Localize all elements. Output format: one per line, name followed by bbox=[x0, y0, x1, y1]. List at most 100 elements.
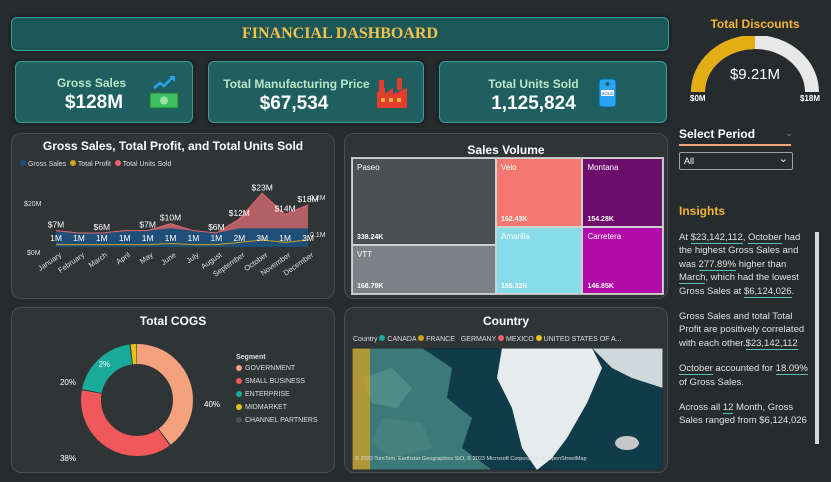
cogs-panel: Total COGS 40% 38% 20% 2% Segment GOVERNMEN… bbox=[11, 307, 335, 473]
page-title: FINANCIAL DASHBOARD bbox=[241, 25, 439, 42]
kpi-manufacturing-label: Total Manufacturing Price bbox=[223, 77, 370, 91]
period-select[interactable]: All ⌄ bbox=[679, 152, 793, 170]
treemap-tile-paseo[interactable]: Paseo 338.24K bbox=[352, 158, 496, 246]
insights-text: At $23,142,112, October had the highest … bbox=[679, 231, 811, 440]
kpi-gross-sales-label: Gross Sales bbox=[56, 76, 127, 90]
legend-item-gross-sales[interactable]: Gross Sales bbox=[20, 160, 66, 168]
discounts-gauge: Total Discounts $9.21M $0M $18M bbox=[682, 14, 828, 110]
treemap-tile-value: 154.28K bbox=[587, 216, 614, 224]
data-label-gross-sales: $7M bbox=[139, 220, 156, 230]
data-label-units-sold: 1M bbox=[210, 233, 222, 243]
gauge-arc bbox=[691, 36, 819, 93]
sales-chart-title: Gross Sales, Total Profit, and Total Uni… bbox=[42, 139, 304, 153]
treemap-tile-value: 162.43K bbox=[500, 216, 528, 224]
treemap-tile-value: 168.79K bbox=[357, 282, 384, 290]
treemap-tile-montana[interactable]: Montana 154.28K bbox=[582, 158, 663, 228]
legend-item-total-profit[interactable]: Total Profit bbox=[70, 160, 111, 168]
map-title: Country bbox=[483, 314, 529, 328]
y2-axis-tick-bottom: 0.1M bbox=[310, 232, 326, 239]
insights-scrollbar[interactable] bbox=[815, 232, 819, 444]
data-label-units-sold: 1M bbox=[165, 233, 177, 243]
data-label-gross-sales: $18M bbox=[297, 194, 318, 204]
cogs-legend-item[interactable]: ENTERPRISE bbox=[236, 391, 318, 398]
treemap-tile-label: Velo bbox=[500, 163, 517, 172]
kpi-manufacturing-value: $67,534 bbox=[259, 93, 329, 114]
insights-title: Insights bbox=[679, 204, 726, 218]
treemap-tile-amarilla[interactable]: Amarilla 155.32K bbox=[495, 227, 583, 294]
map-legend-mexico[interactable]: MEXICO bbox=[498, 335, 534, 343]
data-label-units-sold: 1M bbox=[96, 233, 108, 243]
map-legend-canada[interactable]: CANADA bbox=[379, 335, 416, 343]
data-label-units-sold: 1M bbox=[119, 233, 131, 243]
country-map-panel: Country Country CANADA FRANCE GERMANY ME… bbox=[344, 307, 668, 473]
donut-slice-government bbox=[81, 344, 193, 456]
data-label-gross-sales: $6M bbox=[208, 222, 225, 232]
x-tick-label: June bbox=[159, 250, 177, 267]
insight-1: At $23,142,112, October had the highest … bbox=[679, 232, 801, 298]
period-slicer: Select Period ⌄ All ⌄ bbox=[679, 127, 797, 172]
legend-dot bbox=[236, 365, 242, 372]
donut-data-label: 20% bbox=[60, 378, 76, 387]
data-label-units-sold: 1M bbox=[50, 233, 62, 243]
cogs-legend-item[interactable]: GOVERNMENT bbox=[236, 365, 318, 372]
money-icon bbox=[149, 76, 179, 109]
map-attribution: © 2023 TomTom, Earthstar Geographics SIO… bbox=[355, 456, 587, 462]
data-label-units-sold: 1M bbox=[142, 233, 154, 243]
price-tag-icon: SOLD bbox=[598, 78, 617, 108]
x-tick-label: April bbox=[114, 250, 132, 266]
x-tick-label: July bbox=[185, 250, 201, 265]
kpi-gross-sales-value: $128M bbox=[64, 92, 124, 113]
satellite-map[interactable] bbox=[352, 348, 663, 470]
period-label: Select Period bbox=[679, 127, 756, 141]
svg-text:SOLD: SOLD bbox=[601, 91, 614, 96]
period-selected-value: All bbox=[684, 156, 695, 166]
legend-item-units-sold[interactable]: Total Units Sold bbox=[114, 160, 171, 168]
treemap-tile-label: Paseo bbox=[357, 163, 380, 172]
legend-text: GOVERNMENT bbox=[245, 365, 296, 372]
map-legend-germany[interactable]: GERMANY bbox=[460, 336, 497, 343]
cogs-legend-title: Segment bbox=[236, 354, 266, 361]
period-label-underline bbox=[679, 144, 791, 146]
y-axis-tick-bottom: $0M bbox=[27, 250, 41, 257]
series-line-total-profit bbox=[56, 239, 309, 246]
treemap-tile-vtt[interactable]: VTT 168.79K bbox=[352, 245, 496, 294]
legend-dot bbox=[236, 391, 242, 398]
map-legend-label: Country bbox=[353, 336, 378, 343]
cogs-legend-item[interactable]: SMALL BUSINESS bbox=[236, 378, 318, 385]
kpi-units-label: Total Units Sold bbox=[488, 77, 579, 91]
data-label-gross-sales: $12M bbox=[229, 208, 250, 218]
map-legend: Country CANADA FRANCE GERMANY MEXICO UNI… bbox=[353, 335, 622, 343]
data-label-units-sold: 3M bbox=[256, 233, 268, 243]
cogs-legend-item[interactable]: MIDMARKET bbox=[236, 404, 318, 411]
cogs-title: Total COGS bbox=[139, 314, 207, 328]
series-line-gross-sales bbox=[55, 192, 309, 234]
cogs-legend: Segment GOVERNMENT SMALL BUSINESS ENTERPRI… bbox=[236, 354, 318, 430]
insight-2: Gross Sales and total Total Profit are p… bbox=[679, 311, 805, 350]
data-label-gross-sales: $23M bbox=[252, 182, 273, 192]
map-legend-usa[interactable]: UNITED STATES OF A... bbox=[535, 335, 622, 343]
data-label-gross-sales: $14M bbox=[274, 203, 295, 213]
map-legend-france[interactable]: FRANCE bbox=[418, 335, 455, 343]
treemap-tile-label: Montana bbox=[587, 163, 619, 172]
cogs-legend-item[interactable]: CHANNEL PARTNERS bbox=[236, 417, 318, 424]
sales-volume-treemap: Paseo 338.24K VTT 168.79K Velo 162.43K Amarill… bbox=[351, 157, 664, 295]
kpi-manufacturing-price: Total Manufacturing Price $67,534 bbox=[208, 61, 424, 123]
treemap-tile-velo[interactable]: Velo 162.43K bbox=[495, 158, 583, 228]
treemap-tile-label: VTT bbox=[357, 250, 373, 260]
sales-area-chart: $7M $6M $7M $10M $6M $12M $23M $14M$18M 1M 1M 1M 1M… bbox=[36, 182, 319, 278]
data-label-units-sold: 1M bbox=[188, 233, 200, 243]
sales-volume-title: Sales Volume bbox=[467, 143, 545, 157]
legend-text: ENTERPRISE bbox=[245, 391, 290, 398]
donut-data-label: 2% bbox=[98, 360, 110, 369]
insights-panel: Insights At $23,142,112, October had the… bbox=[679, 204, 819, 454]
kpi-units-value: 1,125,824 bbox=[491, 93, 576, 114]
data-label-units-sold: 2M bbox=[233, 233, 245, 243]
y2-axis-tick-top: 0.2M bbox=[310, 195, 326, 202]
chevron-down-icon[interactable]: ⌄ bbox=[785, 128, 793, 138]
dashboard-header: FINANCIAL DASHBOARD bbox=[11, 17, 669, 51]
insight-4: Across all 12 Month, Gross Sales ranged … bbox=[679, 402, 807, 427]
treemap-tile-carretera[interactable]: Carretera 146.85K bbox=[582, 227, 663, 294]
y-axis-tick-top: $20M bbox=[24, 201, 42, 208]
cogs-donut-chart: 40% 38% 20% 2% bbox=[60, 344, 220, 463]
data-label-gross-sales: $7M bbox=[48, 220, 65, 230]
